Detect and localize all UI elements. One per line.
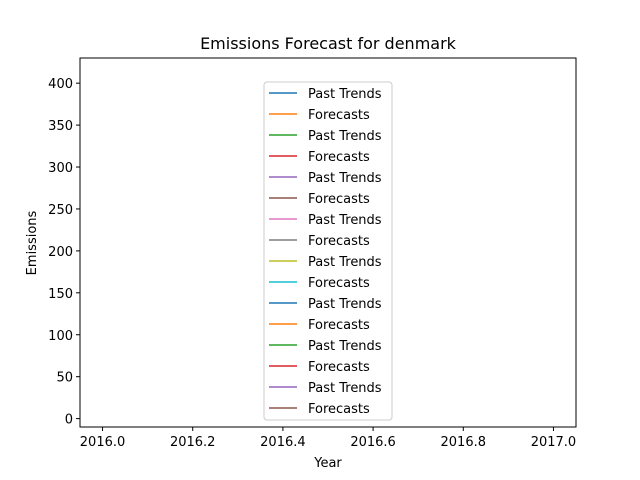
legend-label: Past Trends [308, 297, 382, 312]
legend-label: Forecasts [308, 150, 370, 165]
x-tick-label: 2016.2 [170, 435, 216, 450]
x-tick-label: 2016.0 [80, 435, 126, 450]
legend-label: Past Trends [308, 171, 382, 186]
x-axis-label: Year [313, 456, 342, 471]
legend-item: Past Trends [269, 87, 382, 102]
legend-item: Forecasts [269, 234, 370, 249]
legend-item: Forecasts [269, 192, 370, 207]
legend-item: Past Trends [269, 339, 382, 354]
legend-item: Past Trends [269, 171, 382, 186]
legend-item: Forecasts [269, 318, 370, 333]
y-tick-label: 400 [48, 77, 73, 92]
legend-label: Forecasts [308, 276, 370, 291]
legend-label: Past Trends [308, 255, 382, 270]
legend-item: Forecasts [269, 360, 370, 375]
legend-label: Forecasts [308, 402, 370, 417]
y-tick-label: 0 [65, 413, 73, 428]
legend-item: Forecasts [269, 108, 370, 123]
legend-label: Past Trends [308, 129, 382, 144]
legend-label: Forecasts [308, 318, 370, 333]
legend-item: Forecasts [269, 402, 370, 417]
legend-item: Forecasts [269, 276, 370, 291]
legend-label: Forecasts [308, 108, 370, 123]
y-axis-label: Emissions [25, 210, 40, 275]
legend-label: Past Trends [308, 381, 382, 396]
legend-item: Past Trends [269, 381, 382, 396]
y-tick-label: 350 [48, 119, 73, 134]
legend-item: Past Trends [269, 255, 382, 270]
legend-item: Past Trends [269, 213, 382, 228]
y-axis: 0 50 100 150 200 250 300 350 400 [48, 77, 80, 428]
plot-area [79, 57, 577, 428]
legend-label: Forecasts [308, 360, 370, 375]
legend: Past Trends Forecasts Past Trends Forecasts… [263, 81, 393, 421]
legend-box [263, 81, 393, 421]
legend-item: Past Trends [269, 297, 382, 312]
x-tick-label: 2017.0 [531, 435, 577, 450]
x-tick-label: 2016.6 [350, 435, 396, 450]
y-tick-label: 250 [48, 203, 73, 218]
y-tick-label: 50 [56, 371, 73, 386]
legend-label: Past Trends [308, 87, 382, 102]
y-tick-label: 100 [48, 329, 73, 344]
plot-frame [79, 57, 577, 428]
y-tick-label: 300 [48, 161, 73, 176]
legend-label: Forecasts [308, 234, 370, 249]
y-tick-label: 150 [48, 287, 73, 302]
x-tick-label: 2016.4 [260, 435, 306, 450]
legend-label: Past Trends [308, 213, 382, 228]
x-axis: 2016.0 2016.2 2016.4 2016.6 2016.8 2017.0 [80, 427, 576, 450]
x-tick-label: 2016.8 [441, 435, 487, 450]
legend-item: Forecasts [269, 150, 370, 165]
legend-label: Past Trends [308, 339, 382, 354]
legend-item: Past Trends [269, 129, 382, 144]
y-tick-label: 200 [48, 245, 73, 260]
chart-title: Emissions Forecast for denmark [200, 34, 457, 53]
legend-label: Forecasts [308, 192, 370, 207]
